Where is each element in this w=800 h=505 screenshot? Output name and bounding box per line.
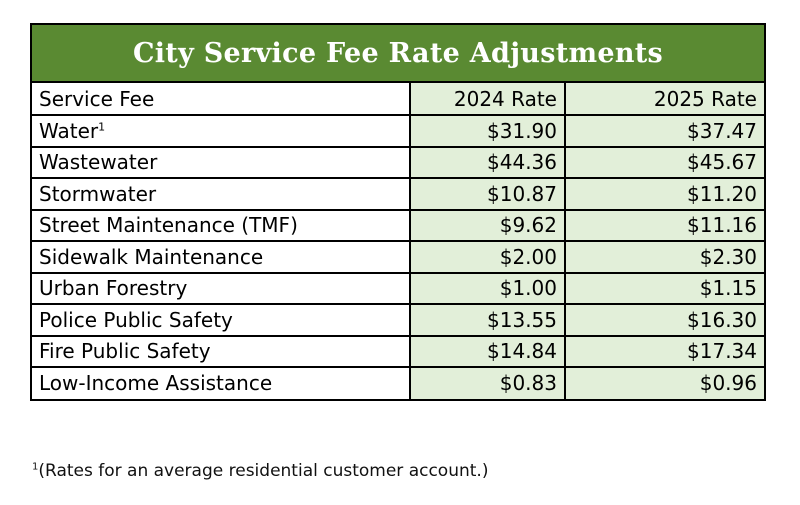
footnote-ref: 1 bbox=[98, 120, 106, 134]
service-name: Wastewater bbox=[39, 150, 158, 175]
service-name: Sidewalk Maintenance bbox=[39, 244, 264, 269]
rate-2025-cell: $2.30 bbox=[565, 241, 764, 274]
rate-2025-cell: $17.34 bbox=[565, 335, 764, 368]
header-row: Service Fee 2024 Rate 2025 Rate bbox=[32, 83, 764, 116]
rate-2025-cell: $37.47 bbox=[565, 115, 764, 148]
table-title: City Service Fee Rate Adjustments bbox=[32, 25, 764, 83]
rate-2024-cell: $13.55 bbox=[410, 304, 566, 337]
table-row: Stormwater $10.87 $11.20 bbox=[32, 178, 764, 211]
header-2024-rate: 2024 Rate bbox=[410, 83, 566, 116]
service-name-cell: Sidewalk Maintenance bbox=[32, 241, 411, 274]
rate-2024-cell: $10.87 bbox=[410, 178, 566, 211]
service-name-cell: Fire Public Safety bbox=[32, 335, 411, 368]
table-row: Urban Forestry $1.00 $1.15 bbox=[32, 272, 764, 305]
service-name: Fire Public Safety bbox=[39, 339, 211, 364]
rate-2025-cell: $11.16 bbox=[565, 209, 764, 242]
service-name: Low-Income Assistance bbox=[39, 371, 273, 396]
service-name: Urban Forestry bbox=[39, 276, 188, 301]
service-name: Police Public Safety bbox=[39, 307, 233, 332]
service-name-cell: Urban Forestry bbox=[32, 272, 411, 305]
service-name-cell: Street Maintenance (TMF) bbox=[32, 209, 411, 242]
rate-2024-cell: $44.36 bbox=[410, 146, 566, 179]
service-name: Water bbox=[39, 118, 99, 143]
service-name-cell: Low-Income Assistance bbox=[32, 367, 411, 399]
table-row: Sidewalk Maintenance $2.00 $2.30 bbox=[32, 241, 764, 274]
service-name-cell: Police Public Safety bbox=[32, 304, 411, 337]
table-row: Police Public Safety $13.55 $16.30 bbox=[32, 304, 764, 337]
rate-2024-cell: $14.84 bbox=[410, 335, 566, 368]
footnote-marker: 1 bbox=[32, 461, 39, 473]
header-service-fee: Service Fee bbox=[32, 83, 411, 116]
table-row: Wastewater $44.36 $45.67 bbox=[32, 146, 764, 179]
footnote: 1(Rates for an average residential custo… bbox=[32, 461, 488, 481]
fee-grid: Service Fee 2024 Rate 2025 Rate Water1 $3… bbox=[32, 83, 764, 399]
rate-2024-cell: $9.62 bbox=[410, 209, 566, 242]
service-name: Stormwater bbox=[39, 181, 157, 206]
header-2025-rate: 2025 Rate bbox=[565, 83, 764, 116]
rate-2024-cell: $2.00 bbox=[410, 241, 566, 274]
rate-2025-cell: $1.15 bbox=[565, 272, 764, 305]
rate-2025-cell: $45.67 bbox=[565, 146, 764, 179]
table-row: Low-Income Assistance $0.83 $0.96 bbox=[32, 367, 764, 399]
rate-2025-cell: $16.30 bbox=[565, 304, 764, 337]
rate-2024-cell: $31.90 bbox=[410, 115, 566, 148]
service-name: Street Maintenance (TMF) bbox=[39, 213, 298, 238]
table-row: Fire Public Safety $14.84 $17.34 bbox=[32, 335, 764, 368]
footnote-text: (Rates for an average residential custom… bbox=[38, 461, 489, 481]
rate-2024-cell: $1.00 bbox=[410, 272, 566, 305]
rate-2025-cell: $0.96 bbox=[565, 367, 764, 399]
rate-2025-cell: $11.20 bbox=[565, 178, 764, 211]
service-name-cell: Wastewater bbox=[32, 146, 411, 179]
service-name-cell: Water1 bbox=[32, 115, 411, 148]
table-row: Street Maintenance (TMF) $9.62 $11.16 bbox=[32, 209, 764, 242]
service-name-cell: Stormwater bbox=[32, 178, 411, 211]
table-row: Water1 $31.90 $37.47 bbox=[32, 115, 764, 148]
fee-table: City Service Fee Rate Adjustments Servic… bbox=[30, 23, 766, 401]
rate-2024-cell: $0.83 bbox=[410, 367, 566, 399]
